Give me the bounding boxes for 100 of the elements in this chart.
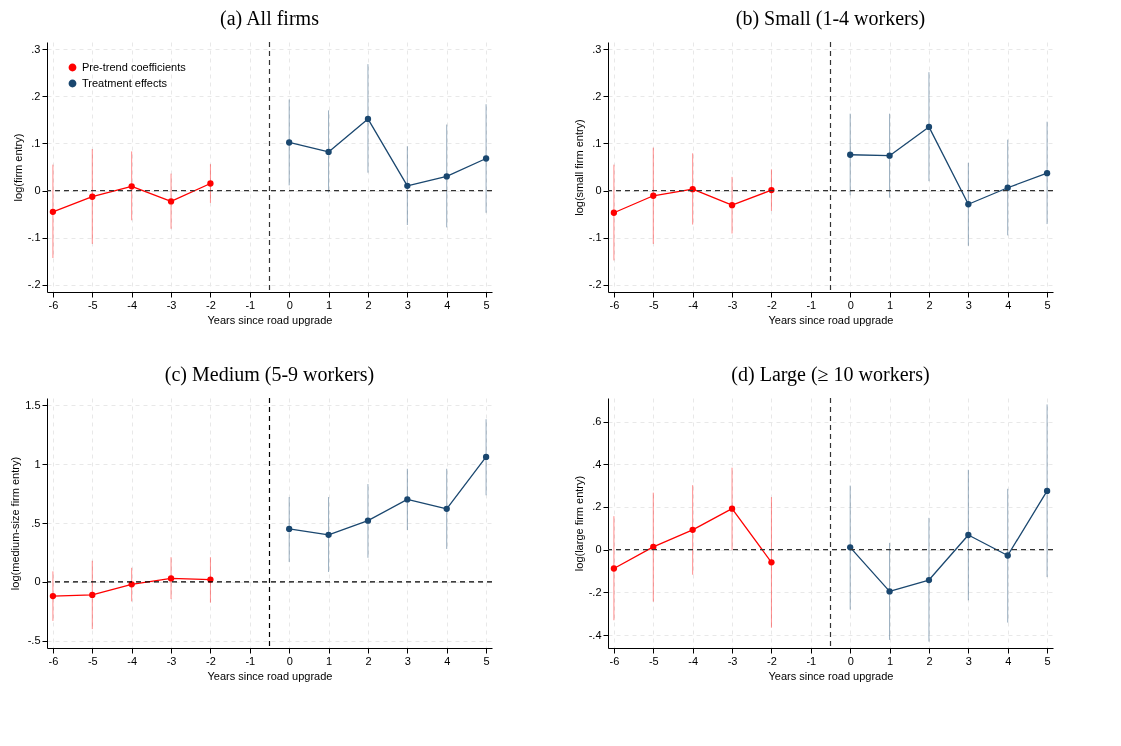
- x-tick-label: -5: [648, 298, 659, 311]
- x-tick-label: -6: [48, 654, 59, 667]
- y-tick-label: 0: [595, 543, 602, 556]
- x-tick-label: -3: [166, 298, 177, 311]
- point: [89, 591, 96, 599]
- x-tick-label: 2: [365, 298, 372, 311]
- x-tick-label: -4: [688, 298, 699, 311]
- x-tick-label: 5: [483, 654, 490, 667]
- y-tick-label: -.2: [588, 278, 602, 291]
- x-tick-label: 1: [326, 654, 333, 667]
- point: [847, 151, 854, 158]
- y-tick-label: .4: [592, 457, 602, 470]
- point: [1043, 487, 1051, 495]
- point: [610, 209, 618, 216]
- x-tick-label: -4: [127, 654, 138, 667]
- x-axis-title: Years since road upgrade: [207, 313, 333, 326]
- x-axis-title: Years since road upgrade: [768, 313, 894, 326]
- x-tick-label: -5: [648, 654, 659, 667]
- chart-title: (c) Medium (5-9 workers): [164, 363, 375, 387]
- x-tick-label: -2: [206, 654, 216, 667]
- y-tick-label: .2: [592, 89, 602, 102]
- y-axis-title: log(small firm entry): [572, 119, 585, 216]
- x-tick-label: 0: [847, 298, 854, 311]
- y-tick-label: 1.5: [25, 398, 41, 411]
- x-tick-label: 3: [404, 654, 411, 667]
- chart-title: (d) Large (≥ 10 workers): [731, 363, 930, 387]
- x-tick-label: 0: [286, 654, 293, 667]
- y-tick-label: 0: [595, 184, 602, 197]
- y-tick-label: 0: [34, 575, 41, 588]
- y-tick-label: -.1: [27, 231, 41, 244]
- x-tick-label: -5: [87, 298, 98, 311]
- x-tick-label: 4: [444, 298, 451, 311]
- point: [650, 543, 657, 551]
- y-axis-title: log(large firm entry): [572, 475, 585, 572]
- x-tick-label: -2: [767, 654, 777, 667]
- x-tick-label: 5: [483, 298, 490, 311]
- x-tick-label: -1: [806, 298, 817, 311]
- y-tick-label: -.2: [27, 278, 41, 291]
- point: [49, 208, 57, 215]
- x-tick-label: -3: [166, 654, 177, 667]
- y-tick-label: -.2: [588, 585, 602, 598]
- point: [167, 575, 175, 582]
- x-tick-label: 1: [887, 298, 894, 311]
- x-tick-label: 1: [326, 298, 333, 311]
- y-tick-label: -.5: [27, 634, 41, 647]
- y-axis-title: log(firm entry): [11, 133, 24, 202]
- point: [364, 517, 372, 524]
- chart-title: (b) Small (1-4 workers): [735, 7, 926, 31]
- x-tick-label: -6: [609, 298, 620, 311]
- y-tick-label: .6: [592, 415, 602, 427]
- point: [1004, 184, 1011, 191]
- y-tick-label: -.1: [588, 231, 602, 244]
- x-tick-label: 4: [1005, 654, 1012, 667]
- point: [482, 453, 490, 461]
- point: [847, 544, 854, 551]
- x-tick-label: -5: [87, 654, 98, 667]
- point: [728, 202, 736, 209]
- legend-label: Treatment effects: [82, 76, 168, 89]
- point: [689, 526, 696, 533]
- point: [768, 559, 775, 566]
- x-axis-title: Years since road upgrade: [207, 669, 333, 682]
- y-tick-label: .5: [31, 516, 41, 529]
- point: [128, 183, 135, 190]
- y-tick-label: .2: [31, 89, 41, 102]
- point: [167, 198, 175, 205]
- x-tick-label: 2: [365, 654, 372, 667]
- point: [728, 505, 736, 512]
- x-axis-title: Years since road upgrade: [768, 669, 894, 682]
- x-tick-label: 3: [965, 654, 972, 667]
- point: [925, 576, 933, 584]
- y-tick-label: .2: [592, 500, 602, 513]
- x-tick-label: -1: [806, 654, 817, 667]
- x-tick-label: 4: [444, 654, 451, 667]
- y-tick-label: .3: [592, 42, 602, 55]
- y-tick-label: 1: [34, 457, 41, 470]
- point: [443, 173, 450, 180]
- x-tick-label: 2: [926, 298, 933, 311]
- y-tick-label: .3: [31, 42, 41, 55]
- point: [925, 123, 933, 131]
- point: [1004, 552, 1011, 559]
- point: [404, 182, 411, 190]
- y-tick-label: .1: [592, 136, 602, 149]
- y-axis-title: log(medium-size firm entry): [9, 456, 22, 591]
- point: [886, 152, 893, 159]
- point: [404, 496, 411, 503]
- chart-title: (a) All firms: [220, 7, 320, 31]
- x-tick-label: 1: [887, 654, 894, 667]
- x-tick-label: -6: [609, 654, 620, 667]
- x-tick-label: 2: [926, 654, 933, 667]
- point: [286, 525, 293, 533]
- x-tick-label: 0: [286, 298, 293, 311]
- x-tick-label: 5: [1044, 654, 1051, 667]
- x-tick-label: 4: [1005, 298, 1012, 311]
- point: [49, 592, 57, 600]
- point: [610, 565, 618, 572]
- x-tick-label: -3: [727, 654, 738, 667]
- point: [325, 148, 332, 156]
- legend-label: Pre-trend coefficients: [82, 60, 187, 73]
- x-tick-label: -6: [48, 298, 59, 311]
- point: [1043, 169, 1051, 177]
